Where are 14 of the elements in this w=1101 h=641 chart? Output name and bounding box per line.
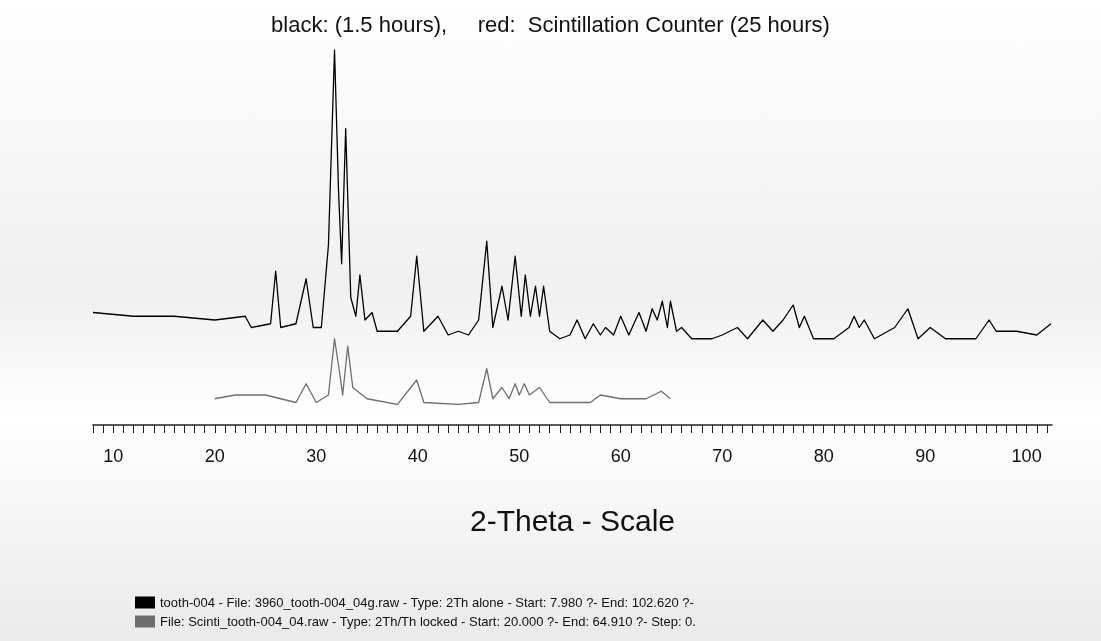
x-tick-label: 60	[610, 446, 631, 466]
x-tick-label: 40	[407, 446, 428, 466]
chart-title: black: (1.5 hours), red: Scintillation Counter (25 hours)	[271, 11, 830, 37]
x-tick-label: 100	[1011, 446, 1042, 466]
x-tick-label: 80	[813, 446, 834, 466]
x-tick-label: 50	[509, 446, 530, 466]
x-tick-label: 70	[712, 446, 733, 466]
x-tick-label: 20	[204, 446, 225, 466]
x-tick-label: 10	[103, 446, 124, 466]
x-axis-title: 2-Theta - Scale	[469, 503, 676, 537]
legend-label: File: Scinti_tooth-004_04.raw - Type: 2Th/Th locked - Start: 20.000 ?- End: 64.910 ?- Step: 0.	[160, 614, 696, 629]
legend-label: tooth-004 - File: 3960_tooth-004_04g.raw - Type: 2Th alone - Start: 7.980 ?- End: 102.620 ?-	[160, 595, 694, 610]
x-tick-label: 30	[306, 446, 327, 466]
x-tick-label: 90	[915, 446, 936, 466]
